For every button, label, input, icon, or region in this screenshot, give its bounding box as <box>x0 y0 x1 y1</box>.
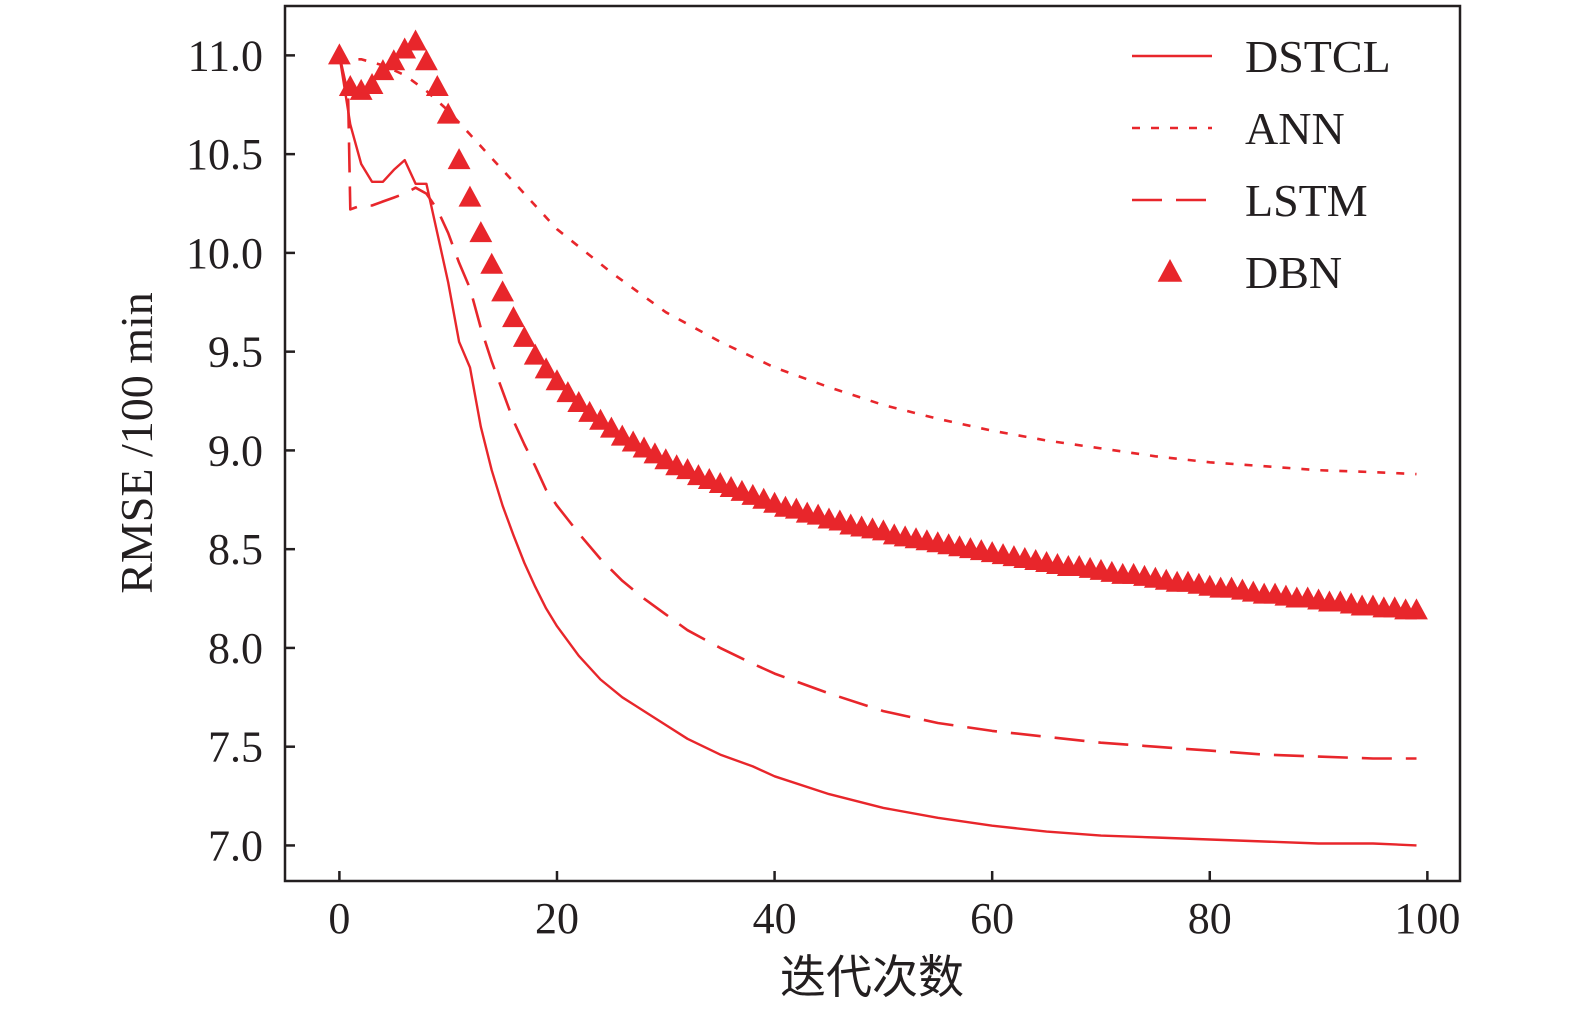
x-tick-label: 0 <box>328 894 350 943</box>
data-point-dbn <box>502 306 525 328</box>
data-point-dbn <box>1405 598 1428 620</box>
data-point-dbn <box>393 37 417 59</box>
x-tick-label: 20 <box>535 894 579 943</box>
data-point-dbn <box>512 325 536 347</box>
data-point-dbn <box>415 49 438 71</box>
y-tick-label: 8.0 <box>208 624 263 673</box>
data-point-dbn <box>404 29 427 51</box>
data-point-dbn <box>382 49 406 71</box>
x-tick-label: 80 <box>1188 894 1232 943</box>
data-point-dbn <box>349 78 373 100</box>
y-axis-title: RMSE /100 min <box>111 292 162 594</box>
plot-frame <box>283 4 1462 883</box>
legend: DSTCL ANN LSTM DBN <box>1132 31 1391 298</box>
data-point-dbn <box>545 369 569 391</box>
series-line-lstm <box>338 55 1417 760</box>
data-point-dbn <box>327 43 351 65</box>
x-tick-label: 100 <box>1394 894 1460 943</box>
data-point-dbn <box>425 74 449 96</box>
data-point-dbn <box>360 73 384 95</box>
legend-label-lstm: LSTM <box>1245 175 1368 226</box>
ticks-layer: 0 20 40 60 80 100 7.0 7.5 8.0 8.5 9.0 9.5 10.0 10.5 11… <box>186 31 1460 943</box>
legend-label-ann: ANN <box>1245 103 1345 154</box>
data-point-dbn <box>480 252 504 274</box>
data-point-dbn <box>458 185 482 207</box>
data-point-dbn <box>589 408 612 430</box>
data-point-dbn <box>491 280 514 302</box>
data-point-dbn <box>599 416 623 438</box>
y-tick-label: 11.0 <box>188 31 263 80</box>
legend-label-dstcl: DSTCL <box>1245 31 1391 82</box>
y-tick-label: 7.5 <box>208 723 263 772</box>
data-point-dbn <box>556 381 580 403</box>
data-point-dbn <box>534 357 558 379</box>
data-point-dbn <box>567 391 591 413</box>
y-tick-label: 10.0 <box>186 229 263 278</box>
x-axis-title: 迭代次数 <box>780 952 964 1003</box>
legend-label-dbn: DBN <box>1245 247 1342 298</box>
y-tick-label: 8.5 <box>208 525 263 574</box>
series-line-ann <box>339 58 1417 476</box>
series-dbn <box>327 29 1428 620</box>
data-point-dbn <box>523 343 547 365</box>
x-tick-label: 60 <box>970 894 1014 943</box>
data-point-dbn <box>447 148 471 170</box>
legend-marker-dbn <box>1157 259 1183 282</box>
series-line-dstcl <box>338 55 1417 847</box>
y-tick-label: 10.5 <box>186 130 263 179</box>
x-tick-label: 40 <box>753 894 797 943</box>
data-point-dbn <box>469 221 493 243</box>
y-tick-label: 9.0 <box>208 426 263 475</box>
y-tick-label: 9.5 <box>208 328 263 377</box>
data-point-dbn <box>578 400 602 422</box>
series-layer <box>327 29 1428 847</box>
y-tick-label: 7.0 <box>208 821 263 870</box>
data-point-dbn <box>436 102 460 124</box>
